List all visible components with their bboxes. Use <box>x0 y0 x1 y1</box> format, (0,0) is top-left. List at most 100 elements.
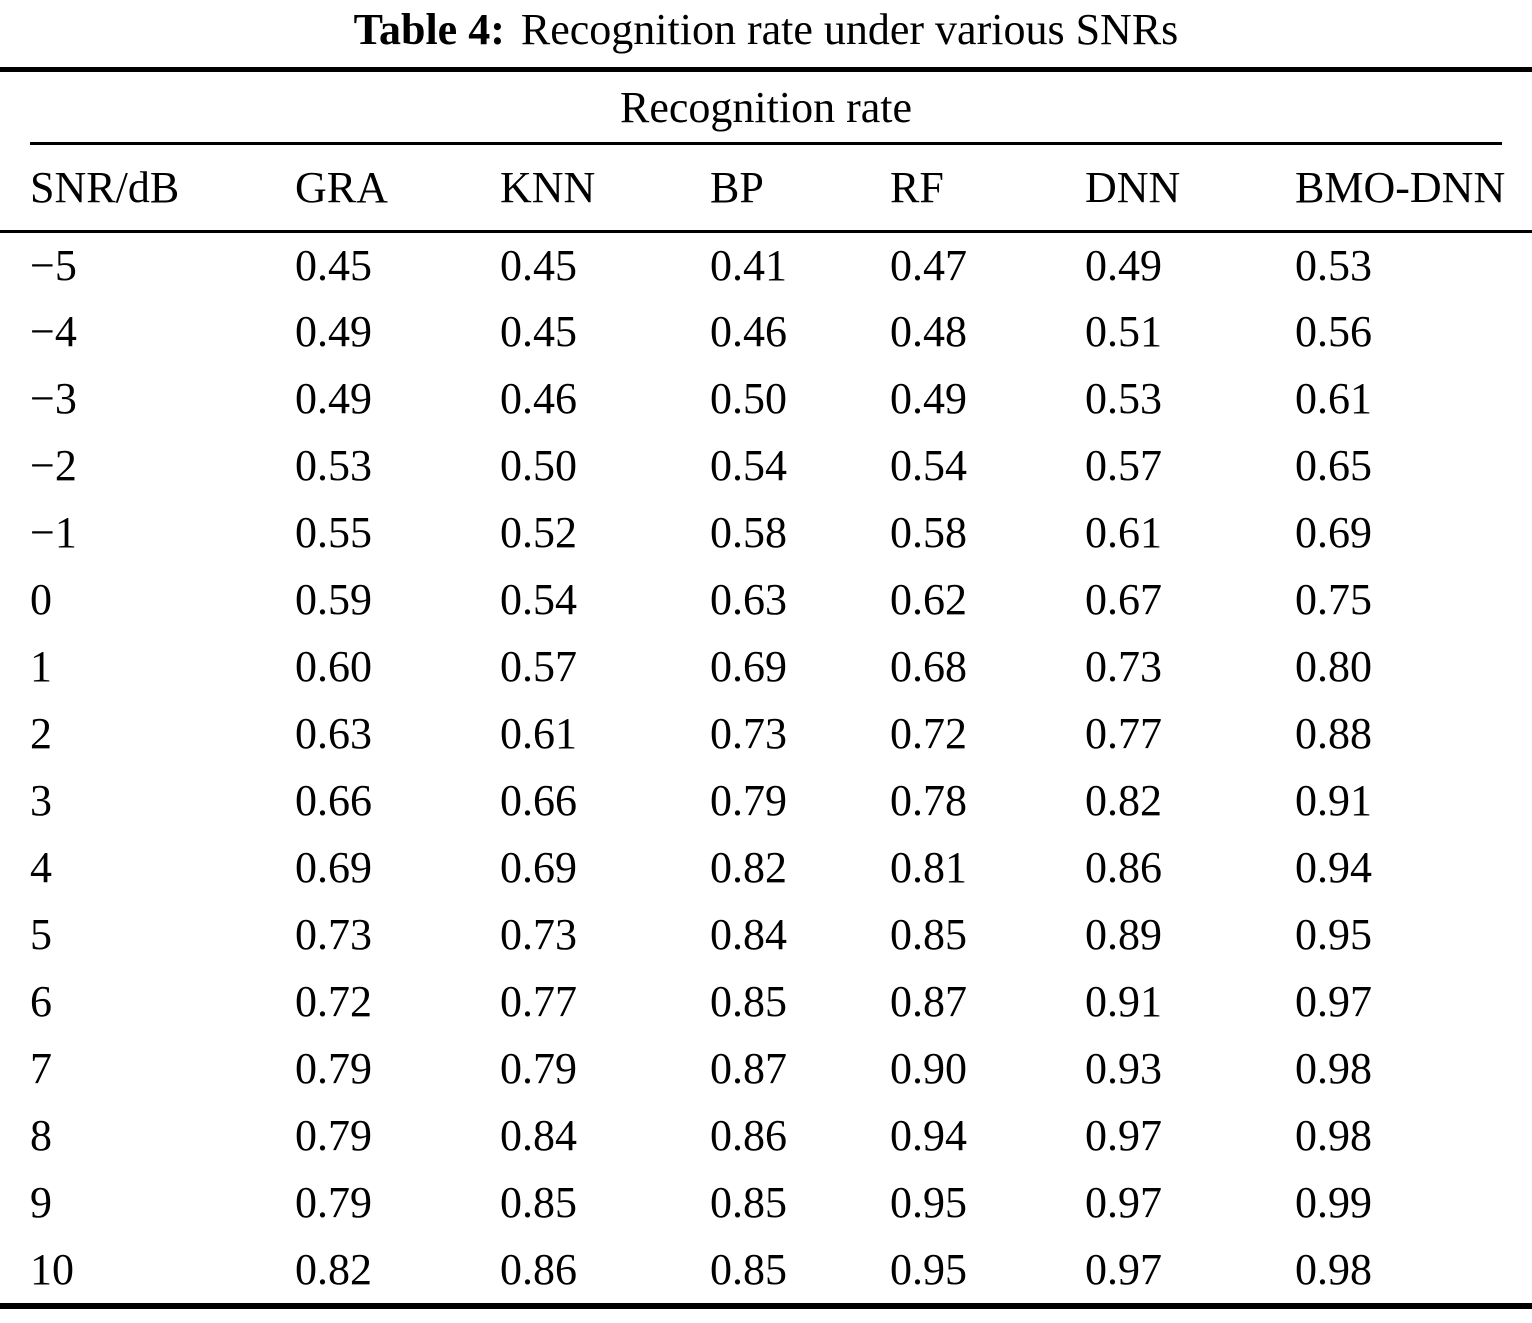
rate-cell: 0.51 <box>1085 307 1162 356</box>
rate-cell: 0.61 <box>1085 508 1162 557</box>
rate-cell: 0.97 <box>1085 1245 1162 1294</box>
snr-cell: 3 <box>30 776 52 825</box>
column-header-snr: SNR/dB <box>0 145 295 233</box>
rate-cell: 0.73 <box>500 910 577 959</box>
rate-cell: 0.91 <box>1085 977 1162 1026</box>
rate-cell: 0.55 <box>295 508 372 557</box>
column-header-dnn: DNN <box>1085 145 1295 233</box>
rate-cell: 0.95 <box>890 1178 967 1227</box>
rate-cell: 0.49 <box>295 307 372 356</box>
rate-cell: 0.63 <box>295 709 372 758</box>
column-header-gra: GRA <box>295 145 500 233</box>
rate-cell: 0.45 <box>295 240 372 290</box>
table-body: −5 0.45 0.45 0.41 0.47 0.49 0.53 −4 0.49 0.45 0.46… <box>0 231 1532 1303</box>
table-row: 2 0.63 0.61 0.73 0.72 0.77 0.88 <box>0 700 1532 767</box>
snr-cell: 8 <box>30 1111 52 1160</box>
rate-cell: 0.97 <box>1085 1111 1162 1160</box>
column-header-knn: KNN <box>500 145 710 233</box>
rate-cell: 0.81 <box>890 843 967 892</box>
rate-cell: 0.89 <box>1085 910 1162 959</box>
rate-cell: 0.54 <box>710 441 787 490</box>
snr-cell: 0 <box>30 575 52 624</box>
rate-cell: 0.49 <box>295 374 372 423</box>
rate-cell: 0.67 <box>1085 575 1162 624</box>
rate-cell: 0.57 <box>500 642 577 691</box>
rate-cell: 0.53 <box>1295 240 1372 290</box>
rate-cell: 0.94 <box>890 1111 967 1160</box>
rate-cell: 0.62 <box>890 575 967 624</box>
rate-cell: 0.61 <box>1295 374 1372 423</box>
rate-cell: 0.79 <box>295 1111 372 1160</box>
snr-cell: −3 <box>30 374 77 423</box>
table-caption-text: Recognition rate under various SNRs <box>520 5 1179 54</box>
rate-cell: 0.82 <box>710 843 787 892</box>
table-row: 10 0.82 0.86 0.85 0.95 0.97 0.98 <box>0 1236 1532 1303</box>
rate-cell: 0.68 <box>890 642 967 691</box>
rate-cell: 0.82 <box>1085 776 1162 825</box>
rate-cell: 0.45 <box>500 307 577 356</box>
rate-cell: 0.73 <box>1085 642 1162 691</box>
rate-cell: 0.85 <box>710 1245 787 1294</box>
table-row: 6 0.72 0.77 0.85 0.87 0.91 0.97 <box>0 968 1532 1035</box>
rate-cell: 0.79 <box>295 1044 372 1093</box>
rate-cell: 0.69 <box>500 843 577 892</box>
column-header-rf: RF <box>890 145 1085 233</box>
rate-cell: 0.72 <box>295 977 372 1026</box>
snr-cell: 2 <box>30 709 52 758</box>
rate-cell: 0.54 <box>890 441 967 490</box>
data-table-wrap: Recognition rate SNR/dB GRA KNN BP RF <box>0 67 1532 1309</box>
rate-cell: 0.50 <box>710 374 787 423</box>
table-row: 7 0.79 0.79 0.87 0.90 0.93 0.98 <box>0 1035 1532 1102</box>
table-caption: Table 4: Recognition rate under various S… <box>0 0 1532 67</box>
rate-cell: 0.87 <box>890 977 967 1026</box>
rate-cell: 0.90 <box>890 1044 967 1093</box>
snr-cell: 7 <box>30 1044 52 1093</box>
rate-cell: 0.66 <box>295 776 372 825</box>
rate-cell: 0.41 <box>710 240 787 290</box>
snr-cell: 10 <box>30 1245 74 1294</box>
rate-cell: 0.73 <box>710 709 787 758</box>
rate-cell: 0.57 <box>1085 441 1162 490</box>
table-row: 0 0.59 0.54 0.63 0.62 0.67 0.75 <box>0 566 1532 633</box>
rate-cell: 0.86 <box>1085 843 1162 892</box>
rate-cell: 0.79 <box>710 776 787 825</box>
rate-cell: 0.77 <box>500 977 577 1026</box>
rate-cell: 0.88 <box>1295 709 1372 758</box>
rate-cell: 0.86 <box>710 1111 787 1160</box>
rate-cell: 0.84 <box>500 1111 577 1160</box>
table-row: 8 0.79 0.84 0.86 0.94 0.97 0.98 <box>0 1102 1532 1169</box>
rate-cell: 0.73 <box>295 910 372 959</box>
rate-cell: 0.85 <box>890 910 967 959</box>
rate-cell: 0.45 <box>500 240 577 290</box>
snr-cell: −1 <box>30 508 77 557</box>
snr-cell: −2 <box>30 441 77 490</box>
rate-cell: 0.85 <box>710 977 787 1026</box>
rate-cell: 0.98 <box>1295 1111 1372 1160</box>
rate-cell: 0.49 <box>1085 240 1162 290</box>
table-row: 5 0.73 0.73 0.84 0.85 0.89 0.95 <box>0 901 1532 968</box>
recognition-rate-table: SNR/dB GRA KNN BP RF DNN BMO-DNN −5 0.45 0… <box>0 145 1532 1303</box>
table-row: −3 0.49 0.46 0.50 0.49 0.53 0.61 <box>0 365 1532 432</box>
spanner-rule <box>30 142 1502 145</box>
rate-cell: 0.60 <box>295 642 372 691</box>
rate-cell: 0.99 <box>1295 1178 1372 1227</box>
rate-cell: 0.54 <box>500 575 577 624</box>
rate-cell: 0.79 <box>295 1178 372 1227</box>
snr-cell: −5 <box>30 240 77 290</box>
rate-cell: 0.98 <box>1295 1044 1372 1093</box>
column-header-bp: BP <box>710 145 890 233</box>
table-row: −2 0.53 0.50 0.54 0.54 0.57 0.65 <box>0 432 1532 499</box>
rate-cell: 0.69 <box>1295 508 1372 557</box>
rate-cell: 0.85 <box>710 1178 787 1227</box>
snr-cell: 4 <box>30 843 52 892</box>
snr-cell: 6 <box>30 977 52 1026</box>
rate-cell: 0.95 <box>1295 910 1372 959</box>
rate-cell: 0.85 <box>500 1178 577 1227</box>
rate-cell: 0.69 <box>295 843 372 892</box>
table-row: −4 0.49 0.45 0.46 0.48 0.51 0.56 <box>0 298 1532 365</box>
rate-cell: 0.79 <box>500 1044 577 1093</box>
rate-cell: 0.75 <box>1295 575 1372 624</box>
header-row: SNR/dB GRA KNN BP RF DNN BMO-DNN <box>0 145 1532 233</box>
rate-cell: 0.69 <box>710 642 787 691</box>
rate-cell: 0.65 <box>1295 441 1372 490</box>
